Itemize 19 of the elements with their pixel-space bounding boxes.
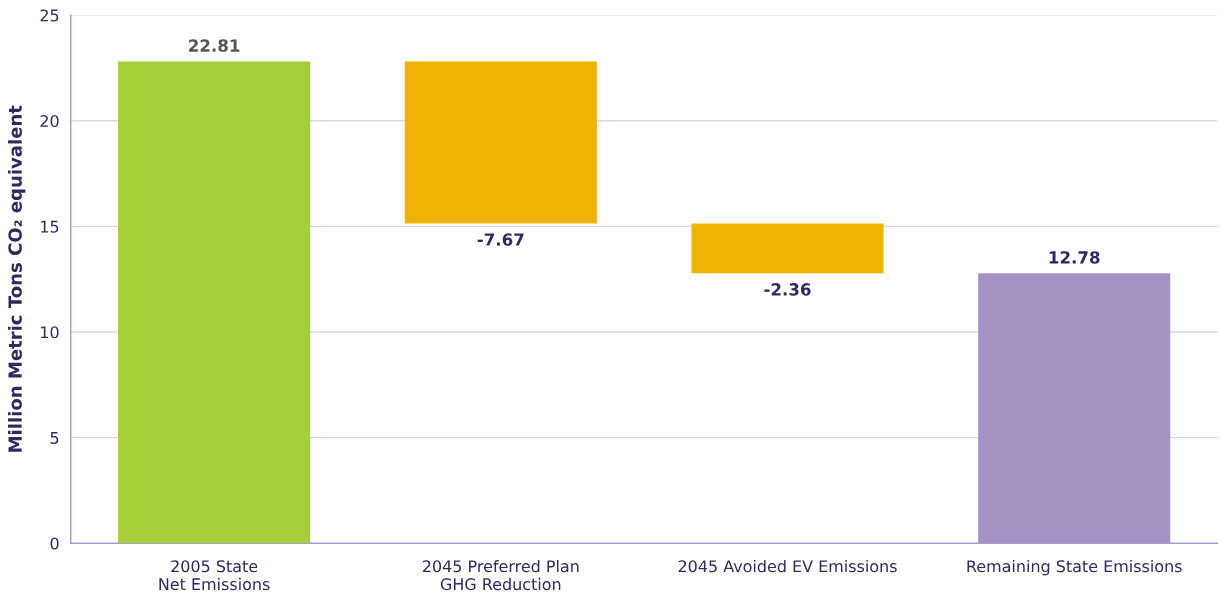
y-tick-label: 20 xyxy=(40,115,59,128)
x-tick-label: 2005 State Net Emissions xyxy=(159,560,270,591)
data-label: -7.67 xyxy=(477,233,524,246)
bar xyxy=(691,223,884,274)
data-label: 12.78 xyxy=(1049,251,1100,264)
x-tick-label: Remaining State Emissions xyxy=(967,559,1182,576)
y-tick-label: 25 xyxy=(40,9,59,22)
x-tick-label: 2045 Avoided EV Emissions xyxy=(678,559,897,573)
y-tick-label: 15 xyxy=(41,220,59,233)
y-tick-label: 0 xyxy=(50,537,59,550)
x-tick-label: 2045 Preferred Plan GHG Reduction xyxy=(422,559,579,591)
bar xyxy=(118,61,311,544)
bar xyxy=(404,61,597,224)
y-tick-label: 5 xyxy=(50,432,59,444)
y-tick-label: 10 xyxy=(41,326,59,339)
bar xyxy=(978,273,1171,544)
data-label: -2.36 xyxy=(764,283,811,296)
data-label: 22.81 xyxy=(189,39,240,52)
y-axis-title: Million Metric Tons CO₂ equivalent xyxy=(7,105,26,452)
